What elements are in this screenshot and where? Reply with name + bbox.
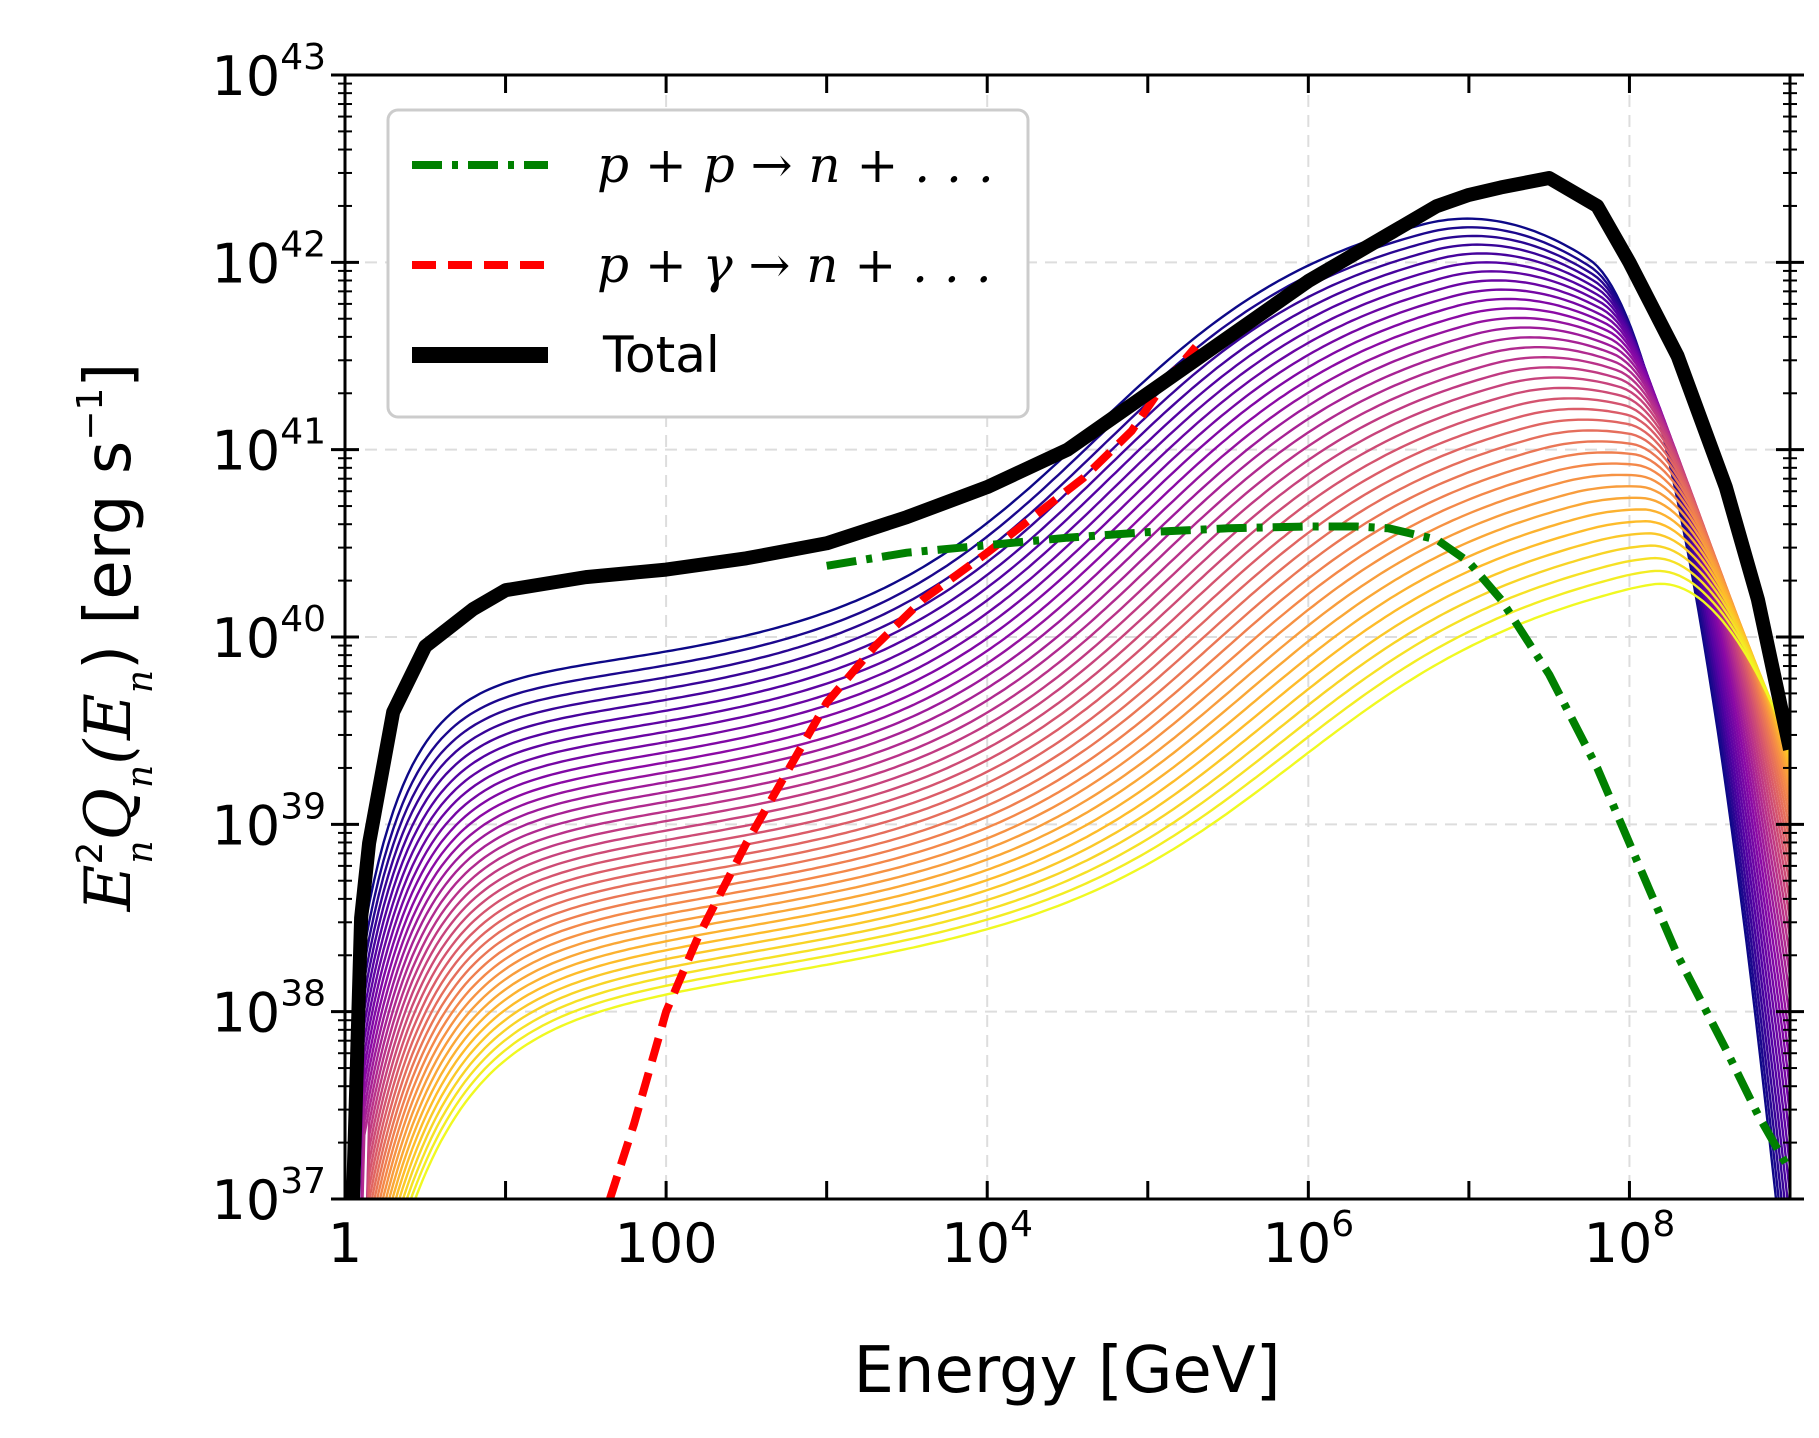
spectrum-curve-20 [367,407,1790,1199]
y-tick-label-2: 1039 [211,786,326,857]
spectrum-curve-13 [361,336,1790,1199]
spectrum-curve-25 [378,462,1790,1199]
spectrum-curve-18 [366,386,1790,1199]
x-tick-labels: 1 100 104 106 108 [328,1204,1675,1275]
y-tick-label-5: 1042 [211,224,326,295]
y-tick-label-3: 1040 [211,599,326,670]
series-lines [346,171,1790,1199]
spectrum-curve-2 [355,234,1783,1199]
spectrum-curve-28 [387,496,1790,1199]
legend-label-pp: p + p → n + . . . [597,136,994,194]
spectrum-curve-6 [355,270,1790,1199]
spectrum-curve-16 [366,366,1790,1199]
spectrum-curve-11 [360,316,1790,1199]
x-tick-label-1: 100 [615,1212,718,1275]
legend-label-total: Total [602,326,720,384]
spectrum-curve-14 [361,346,1790,1199]
spectrum-curve-4 [355,252,1789,1199]
spectrum-curve-15 [365,355,1790,1199]
spectrum-curve-27 [384,485,1790,1199]
spectrum-curve-32 [401,544,1790,1199]
spectrum-curve-30 [394,519,1790,1199]
spectrum-curve-5 [355,261,1790,1199]
spectrum-curve-19 [367,397,1790,1199]
spectrum-curve-17 [366,376,1790,1199]
spectrum-curve-23 [373,440,1790,1199]
x-axis-label: Energy [GeV] [853,1334,1280,1408]
series-line-p-gamma [606,343,1199,1199]
spectrum-curve-1 [355,226,1780,1199]
y-tick-labels: 1037 1038 1039 1040 1041 1042 1043 [211,37,326,1232]
y-tick-label-4: 1041 [211,412,326,483]
y-tick-label-6: 1043 [211,37,326,108]
spectrum-curve-10 [360,307,1790,1199]
y-tick-label-1: 1038 [211,974,326,1045]
axis-ticks [331,73,1804,1201]
spectrum-curve-29 [391,508,1790,1199]
legend-box [386,108,1030,419]
legend-label-pgamma: p + γ → n + . . . [597,236,992,294]
legend: p + p → n + . . . p + γ → n + . . . Tota… [386,108,1030,419]
spectrum-curve-26 [381,473,1790,1199]
spectrum-curve-24 [375,451,1790,1199]
spectrum-curve-22 [370,429,1790,1199]
y-tick-label-0: 1037 [211,1161,326,1232]
y-axis-label: E2 nQn(En) [erg s−1] [70,363,161,913]
spectrum-curve-8 [360,288,1790,1199]
series-line-p-p [826,522,1790,1173]
spectrum-curve-12 [360,326,1790,1199]
spectrum-curve-33 [405,556,1790,1199]
spectrum-curve-21 [368,418,1790,1199]
spectrum-curve-35 [413,582,1790,1199]
x-tick-label-2: 104 [941,1204,1033,1275]
spectrum-curve-31 [398,532,1790,1199]
spectrum-curve-9 [360,297,1790,1199]
x-tick-label-3: 106 [1263,1204,1355,1275]
x-tick-label-0: 1 [328,1212,362,1275]
series-line-total [346,171,1790,1199]
spectrum-curve-7 [355,279,1790,1199]
spectrum-curve-34 [409,569,1790,1199]
x-tick-label-4: 108 [1584,1204,1676,1275]
